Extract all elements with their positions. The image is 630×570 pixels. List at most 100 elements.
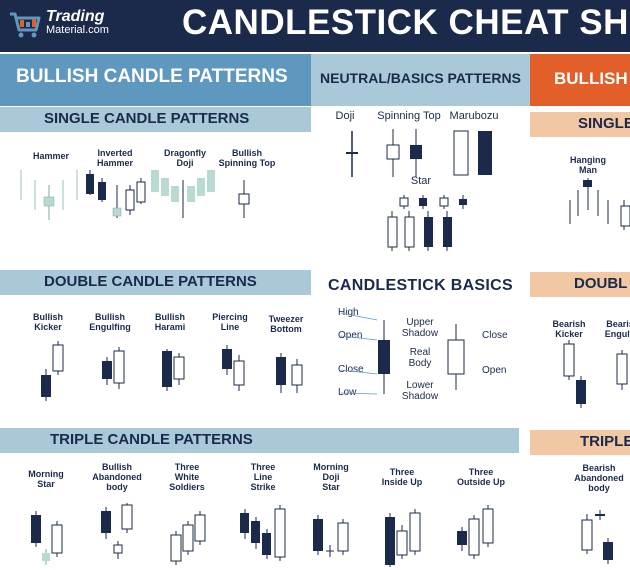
three-inside-up-label-1: Three xyxy=(389,467,415,477)
single-patterns-bar xyxy=(0,107,311,132)
three-outside-up-candles xyxy=(457,505,494,559)
spinning-top-label: Spinning Top xyxy=(377,110,441,122)
hanging-man-label-1: Hanging xyxy=(570,155,606,165)
morning-doji-star-label-2: Doji xyxy=(322,472,340,482)
star-candles xyxy=(387,195,467,251)
bearish-engulfing-label-2: Engulfi xyxy=(604,329,630,339)
three-line-strike-label-2: Line xyxy=(253,472,273,482)
inverted-hammer-candles xyxy=(86,170,146,218)
tweezer-bottom-label-2: Bottom xyxy=(270,324,302,334)
three-white-soldiers-candles xyxy=(170,511,206,565)
marubozu-label: Marubozu xyxy=(449,110,499,122)
bullish-spinning-top-label-2: Spinning Top xyxy=(218,158,276,168)
piercing-line-label-2: Line xyxy=(220,322,240,332)
morning-doji-star-label-3: Star xyxy=(322,482,340,492)
three-white-soldiers-label-3: Soldiers xyxy=(169,482,205,492)
three-outside-up-label-2: Outside Up xyxy=(456,477,505,487)
morning-star-label-1: Morning xyxy=(28,469,64,479)
bullish-kicker-label-1: Bullish xyxy=(32,312,63,322)
tweezer-bottom-candles xyxy=(276,353,303,393)
basics-low-label: Low xyxy=(338,387,357,398)
basics-title: CANDLESTICK BASICS xyxy=(328,277,513,294)
bullish-harami-label-1: Bullish xyxy=(154,312,185,322)
three-white-soldiers-label-1: Three xyxy=(174,462,200,472)
neutral-column-title: NEUTRAL/BASICS PATTERNS xyxy=(320,70,521,86)
bearish-kicker-label-1: Bearish xyxy=(552,319,586,329)
inverted-hammer-label-2: Hammer xyxy=(96,158,134,168)
triple-patterns-title: TRIPLE CANDLE PATTERNS xyxy=(50,431,253,448)
lower-shadow-label-2: Shadow xyxy=(401,391,439,402)
spinning-top-candle xyxy=(238,180,250,218)
piercing-line-label-1: Piercing xyxy=(212,312,248,322)
inverted-hammer-label-1: Inverted xyxy=(97,148,133,158)
bullish-single-candles-graphic xyxy=(20,170,250,220)
lower-shadow-label-1: Lower xyxy=(406,380,434,391)
bearish-single-bar xyxy=(530,112,630,137)
header-bar xyxy=(0,0,630,52)
basics-diagram-graphic xyxy=(340,312,465,395)
bullish-abandoned-label-2: Abandoned xyxy=(92,472,142,482)
bullish-spinning-top-label-1: Bullish xyxy=(231,148,262,158)
marubozu-candles xyxy=(453,130,492,176)
upper-shadow-label-1: Upper xyxy=(406,317,434,328)
bearish-double-title: DOUBL xyxy=(574,275,628,292)
hanging-man-candles xyxy=(569,178,630,230)
bullish-engulfing-label-1: Bullish xyxy=(94,312,125,322)
basics-open-right-label: Open xyxy=(482,365,507,376)
bullish-abandoned-label-1: Bullish xyxy=(101,462,132,472)
doji-candle xyxy=(346,131,358,177)
dragonfly-doji-label-2: Doji xyxy=(176,158,194,168)
tweezer-bottom-label-1: Tweezer xyxy=(268,314,304,324)
bearish-abandoned-label-2: Abandoned xyxy=(574,473,624,483)
bullish-harami-label-2: Harami xyxy=(154,322,186,332)
hammer-label: Hammer xyxy=(32,151,70,161)
basics-close-right-label: Close xyxy=(482,330,508,341)
bullish-double-candles-graphic xyxy=(41,341,303,401)
triple-patterns-bar xyxy=(0,428,519,453)
morning-star-candles xyxy=(31,511,63,565)
star-label: Star xyxy=(410,175,432,187)
doji-label: Doji xyxy=(335,110,355,122)
bearish-abandoned-label-3: body xyxy=(588,483,610,493)
three-outside-up-label-1: Three xyxy=(468,467,494,477)
real-body-label-2: Body xyxy=(408,358,432,369)
bearish-candles-graphic xyxy=(563,178,630,564)
bullish-kicker-label-2: Kicker xyxy=(34,322,62,332)
basics-close-label: Close xyxy=(338,364,364,375)
double-patterns-title: DOUBLE CANDLE PATTERNS xyxy=(44,273,257,290)
hanging-man-label-2: Man xyxy=(579,165,597,175)
bearish-kicker-candles xyxy=(563,340,628,408)
three-white-soldiers-label-2: White xyxy=(174,472,200,482)
shopping-cart-icon xyxy=(10,12,41,38)
bullish-engulfing-label-2: Engulfing xyxy=(89,322,131,332)
double-patterns-bar xyxy=(0,270,311,295)
three-inside-up-candles xyxy=(385,509,421,567)
three-line-strike-label-1: Three xyxy=(250,462,276,472)
hammer-candles xyxy=(20,170,78,220)
bearish-triple-bar xyxy=(530,430,630,455)
dragonfly-doji-candles xyxy=(151,170,215,218)
bullish-harami-candles xyxy=(162,349,185,391)
bearish-abandoned-label-1: Bearish xyxy=(582,463,616,473)
bullish-engulfing-candles xyxy=(102,347,125,389)
bearish-double-bar xyxy=(530,272,630,297)
bearish-triple-title: TRIPLE xyxy=(580,433,630,450)
bearish-column-title: BULLISH xyxy=(554,69,628,88)
basics-open-label: Open xyxy=(338,330,363,341)
bullish-column-title: BULLISH CANDLE PATTERNS xyxy=(16,66,288,87)
spinning-top-candles xyxy=(386,129,422,177)
morning-star-label-2: Star xyxy=(37,479,55,489)
brand-domain: Material.com xyxy=(46,24,109,36)
piercing-line-candles xyxy=(222,345,245,391)
upper-shadow-label-2: Shadow xyxy=(401,328,439,339)
bearish-kicker-label-2: Kicker xyxy=(555,329,583,339)
morning-doji-star-candles xyxy=(313,515,349,557)
morning-doji-star-label-1: Morning xyxy=(313,462,349,472)
bearish-engulfing-label-1: Bearis xyxy=(606,319,630,329)
basics-high-label: High xyxy=(338,307,359,318)
real-body-label-1: Real xyxy=(409,347,431,358)
three-inside-up-label-2: Inside Up xyxy=(381,477,423,487)
bullish-abandoned-candles xyxy=(101,503,133,559)
bearish-column-header xyxy=(530,54,630,106)
bearish-abandoned-candles xyxy=(581,510,613,564)
